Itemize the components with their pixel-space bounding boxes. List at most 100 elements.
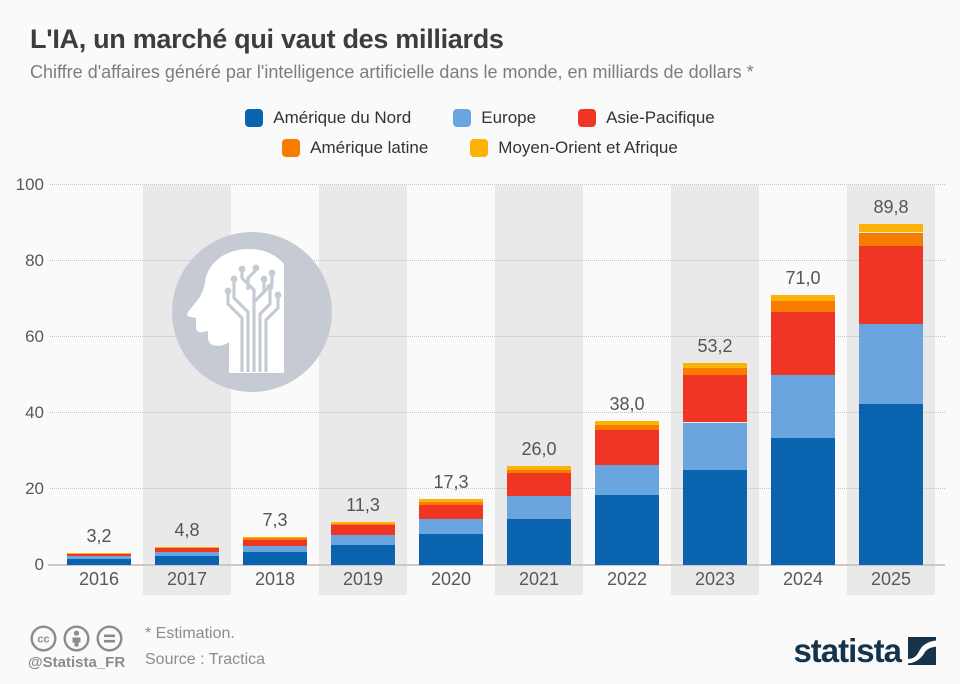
bar-segment-2018-1	[243, 546, 307, 553]
bar-segment-2022-0	[595, 495, 659, 565]
y-axis-label-80: 80	[25, 251, 44, 270]
statista-logo-text: statista	[793, 632, 902, 669]
legend-item-0: Amérique du Nord	[245, 108, 411, 128]
legend-swatch-icon	[578, 109, 597, 127]
bar-segment-2016-1	[67, 555, 131, 559]
legend-item-4: Moyen-Orient et Afrique	[470, 138, 678, 158]
statista-handle: @Statista_FR	[28, 654, 126, 671]
estimation-note: * Estimation.	[145, 625, 235, 642]
legend-swatch-icon	[282, 139, 301, 157]
bar-segment-2024-4	[771, 295, 835, 301]
x-axis-label-2016: 2016	[78, 569, 120, 589]
cc-attribution-icon	[63, 625, 90, 652]
bar-total-label-2022: 38,0	[609, 393, 645, 414]
y-axis-label-0: 0	[34, 555, 44, 574]
bar-total-label-2020: 17,3	[433, 472, 469, 493]
bar-segment-2018-4	[243, 537, 307, 539]
cc-license-icons: cc	[30, 625, 123, 652]
bar-segment-2019-2	[331, 525, 395, 536]
svg-text:cc: cc	[37, 634, 49, 646]
y-axis-label-60: 60	[25, 327, 44, 346]
legend-label: Europe	[481, 108, 537, 127]
bar-segment-2023-4	[683, 362, 747, 369]
bar-segment-2016-2	[67, 553, 131, 556]
bar-segment-2020-4	[419, 499, 483, 502]
statista-logo: statista	[793, 634, 936, 667]
bar-segment-2023-0	[683, 470, 747, 565]
legend-swatch-icon	[470, 139, 489, 157]
bar-segment-2019-0	[331, 545, 395, 565]
legend-label: Moyen-Orient et Afrique	[498, 138, 678, 157]
bar-segment-2023-1	[683, 422, 747, 470]
x-axis-label-2021: 2021	[518, 569, 560, 589]
x-axis-label-2019: 2019	[342, 569, 384, 589]
cc-icon: cc	[30, 625, 57, 652]
bar-segment-2020-3	[419, 501, 483, 505]
bar-segment-2024-3	[771, 300, 835, 313]
source-note: Source : Tractica	[145, 651, 266, 668]
bar-segment-2023-3	[683, 368, 747, 376]
bar-segment-2020-1	[419, 519, 483, 534]
bar-total-label-2019: 11,3	[346, 495, 380, 516]
y-axis-label-100: 100	[15, 175, 44, 194]
bar-segment-2022-1	[595, 464, 659, 496]
bar-segment-2021-3	[507, 469, 571, 474]
bar-segment-2020-2	[419, 504, 483, 520]
legend-label: Asie-Pacifique	[606, 108, 715, 127]
bar-segment-2018-3	[243, 538, 307, 540]
x-axis-label-2025: 2025	[870, 569, 912, 589]
bar-total-label-2018: 7,3	[262, 510, 288, 531]
bar-total-label-2021: 26,0	[521, 439, 557, 460]
legend-item-2: Asie-Pacifique	[578, 108, 715, 128]
bar-segment-2019-1	[331, 535, 395, 546]
bar-total-label-2017: 4,8	[174, 519, 200, 540]
legend-swatch-icon	[245, 109, 264, 127]
statista-logo-mark-icon	[908, 636, 936, 665]
x-axis-baseline	[48, 564, 945, 566]
bar-segment-2017-0	[155, 555, 219, 565]
bar-segment-2025-3	[859, 232, 923, 246]
bar-segment-2019-4	[331, 522, 395, 524]
y-axis-label-20: 20	[25, 479, 44, 498]
bar-segment-2017-1	[155, 551, 219, 556]
y-axis-label-40: 40	[25, 403, 44, 422]
legend-row-2: Amérique latine Moyen-Orient et Afrique	[282, 138, 678, 158]
bar-segment-2024-2	[771, 312, 835, 376]
bar-segment-2021-2	[507, 473, 571, 496]
bar-segment-2017-2	[155, 547, 219, 552]
bar-segment-2022-2	[595, 430, 659, 465]
legend-item-3: Amérique latine	[282, 138, 428, 158]
x-axis-label-2017: 2017	[166, 569, 208, 589]
gridline-60	[50, 336, 945, 337]
bar-segment-2024-1	[771, 375, 835, 438]
page-title: L'IA, un marché qui vaut des milliards	[30, 24, 504, 54]
bar-segment-2022-3	[595, 424, 659, 431]
bar-segment-2022-4	[595, 420, 659, 425]
legend-item-1: Europe	[453, 108, 536, 128]
legend-swatch-icon	[453, 109, 472, 127]
x-axis-label-2022: 2022	[606, 569, 648, 589]
bar-total-label-2025: 89,8	[873, 196, 909, 217]
bar-segment-2021-0	[507, 518, 571, 565]
ai-head-watermark-icon	[172, 232, 332, 392]
bar-total-label-2024: 71,0	[785, 268, 821, 289]
bar-total-label-2016: 3,2	[86, 525, 112, 546]
bar-segment-2025-0	[859, 403, 923, 565]
bar-segment-2025-2	[859, 245, 923, 325]
x-axis-label-2018: 2018	[254, 569, 296, 589]
legend-row-1: Amérique du Nord Europe Asie-Pacifique	[245, 108, 715, 128]
bar-segment-2024-0	[771, 437, 835, 565]
x-axis-label-2023: 2023	[694, 569, 736, 589]
bar-segment-2025-4	[859, 223, 923, 233]
page-subtitle: Chiffre d'affaires généré par l'intellig…	[30, 62, 754, 82]
gridline-20	[50, 488, 945, 489]
bar-segment-2016-0	[67, 558, 131, 565]
legend-label: Amérique latine	[310, 138, 429, 157]
cc-no-derivatives-icon	[96, 625, 123, 652]
bar-segment-2025-1	[859, 324, 923, 404]
bar-segment-2021-1	[507, 495, 571, 519]
chart-legend: Amérique du Nord Europe Asie-Pacifique Amé…	[0, 108, 960, 158]
bar-segment-2020-0	[419, 533, 483, 565]
x-axis-label-2024: 2024	[782, 569, 824, 589]
bar-segment-2019-3	[331, 523, 395, 526]
